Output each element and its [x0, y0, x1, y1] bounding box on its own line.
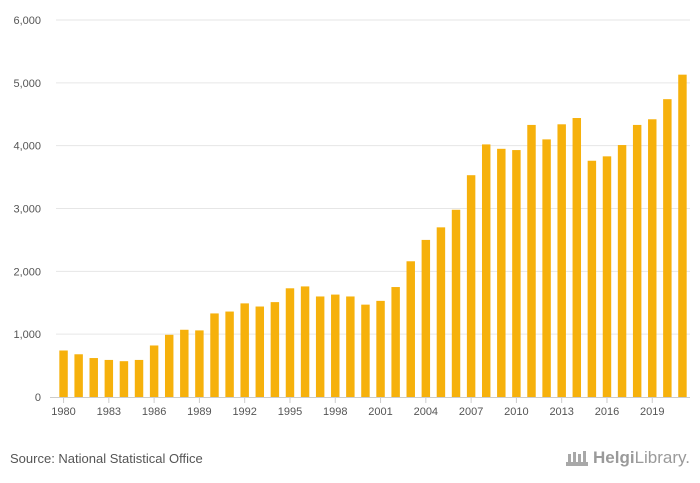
x-tick-label: 2013: [549, 406, 573, 418]
bar-2017[interactable]: [617, 145, 627, 397]
bar-1992[interactable]: [240, 303, 249, 397]
bar-1983[interactable]: [104, 359, 114, 397]
library-icon: [566, 451, 588, 466]
bar-2003[interactable]: [406, 261, 415, 397]
x-tick-label: 1998: [323, 406, 347, 418]
bar-2002[interactable]: [391, 287, 400, 397]
bar-2004[interactable]: [421, 239, 431, 397]
bar-2021[interactable]: [678, 74, 687, 397]
y-tick-label: 1,000: [13, 329, 41, 341]
bar-2009[interactable]: [497, 148, 506, 397]
bar-1994[interactable]: [270, 302, 280, 397]
bar-2008[interactable]: [481, 144, 491, 397]
helgi-library-logo[interactable]: Helgi Library.: [565, 448, 690, 468]
bar-1990[interactable]: [210, 313, 219, 397]
y-tick-label: 3,000: [13, 204, 41, 216]
bar-2016[interactable]: [602, 156, 612, 397]
x-tick-label: 1995: [278, 406, 302, 418]
x-tick-label: 2019: [640, 406, 664, 418]
x-tick-label: 1986: [142, 406, 166, 418]
bar-1984[interactable]: [119, 361, 129, 397]
x-tick-label: 2001: [368, 406, 392, 418]
bar-1998[interactable]: [331, 294, 340, 397]
bar-2005[interactable]: [436, 227, 446, 397]
bar-2001[interactable]: [376, 300, 385, 397]
logo-brand: Helgi: [593, 448, 635, 467]
x-tick-label: 2004: [414, 406, 438, 418]
x-tick-label: 1983: [97, 406, 121, 418]
bar-1986[interactable]: [149, 345, 159, 397]
y-tick-label: 6,000: [13, 15, 41, 27]
y-tick-label: 5,000: [13, 78, 41, 90]
bar-2012[interactable]: [542, 139, 551, 397]
x-tick-label: 1992: [232, 406, 256, 418]
bar-1999[interactable]: [346, 296, 355, 397]
y-tick-label: 4,000: [13, 141, 41, 153]
x-axis-ticks: [63, 397, 653, 403]
bar-2011[interactable]: [527, 124, 536, 397]
x-tick-label: 2007: [459, 406, 483, 418]
bar-2010[interactable]: [512, 150, 521, 397]
grid-lines: [56, 19, 690, 335]
bar-1987[interactable]: [164, 334, 174, 397]
bars: [59, 74, 687, 398]
bar-1981[interactable]: [74, 354, 83, 397]
bar-1989[interactable]: [195, 330, 204, 397]
x-tick-label: 2016: [595, 406, 619, 418]
bar-2013[interactable]: [557, 124, 566, 397]
x-axis-labels: 1980 1983 1986 1989 1992 1995 1998 2001 2004 2007…: [51, 406, 664, 418]
bar-1985[interactable]: [134, 359, 144, 397]
y-axis-labels: 0 1,000 2,000 3,000 4,000 5,000 6,000: [13, 15, 41, 404]
bar-1991[interactable]: [225, 311, 234, 397]
bar-2020[interactable]: [663, 99, 672, 398]
bar-1982[interactable]: [89, 358, 98, 397]
bar-2014[interactable]: [572, 118, 582, 398]
source-note: Source: National Statistical Office: [10, 451, 203, 466]
y-tick-label: 0: [35, 392, 41, 404]
logo-suffix: Library.: [634, 448, 690, 467]
bar-2018[interactable]: [632, 124, 642, 397]
bar-1995[interactable]: [285, 288, 295, 397]
y-tick-label: 2,000: [13, 266, 41, 278]
bar-2006[interactable]: [451, 209, 461, 397]
bar-1988[interactable]: [180, 329, 189, 397]
x-tick-label: 1980: [51, 406, 75, 418]
bar-2007[interactable]: [466, 175, 476, 397]
bar-1996[interactable]: [300, 286, 310, 397]
bar-2000[interactable]: [361, 304, 370, 397]
bar-chart: 0 1,000 2,000 3,000 4,000 5,000 6,000 1980 1983…: [13, 15, 690, 418]
x-tick-label: 2010: [504, 406, 528, 418]
x-tick-label: 1989: [187, 406, 211, 418]
bar-2015[interactable]: [587, 160, 597, 397]
bar-2019[interactable]: [648, 119, 657, 397]
bar-1997[interactable]: [315, 296, 325, 397]
bar-1980[interactable]: [59, 350, 68, 397]
bar-1993[interactable]: [255, 306, 265, 397]
